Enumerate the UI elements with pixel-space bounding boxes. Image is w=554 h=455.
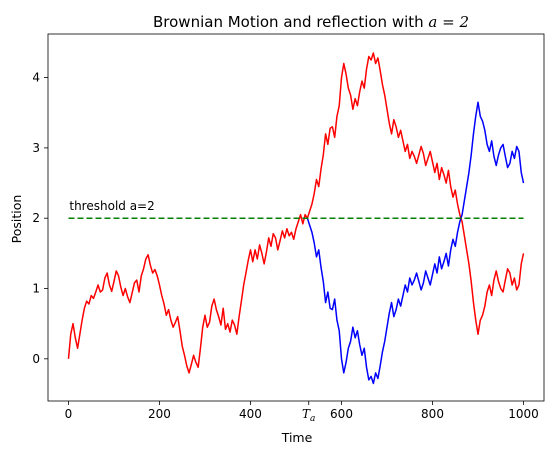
x-tick-label: 800 xyxy=(421,407,444,421)
x-tick-label: 400 xyxy=(239,407,262,421)
x-tick-label: 600 xyxy=(330,407,353,421)
x-tick-label: 1000 xyxy=(508,407,539,421)
axes: 0 200 400 600 800 1000 Ta 0 1 2 3 4 xyxy=(32,33,545,424)
reflected-path-blue-line xyxy=(306,101,525,385)
plot-area: threshold a=2 xyxy=(67,52,525,385)
x-axis-label: Time xyxy=(281,430,313,445)
y-tick-label: 4 xyxy=(32,71,40,85)
x-tick-label-ta: Ta xyxy=(302,407,315,424)
plot-frame xyxy=(47,33,545,402)
x-tick-label: 0 xyxy=(65,407,73,421)
y-tick-label: 2 xyxy=(32,211,40,225)
path-red-line xyxy=(67,52,525,374)
y-axis-label: Position xyxy=(9,195,24,244)
threshold-annotation: threshold a=2 xyxy=(69,199,154,213)
y-tick-label: 3 xyxy=(32,141,40,155)
y-tick-label: 0 xyxy=(32,352,40,366)
x-tick-label: 200 xyxy=(148,407,171,421)
y-tick-label: 1 xyxy=(32,282,40,296)
chart-title: Brownian Motion and reflection with a = … xyxy=(153,13,469,31)
